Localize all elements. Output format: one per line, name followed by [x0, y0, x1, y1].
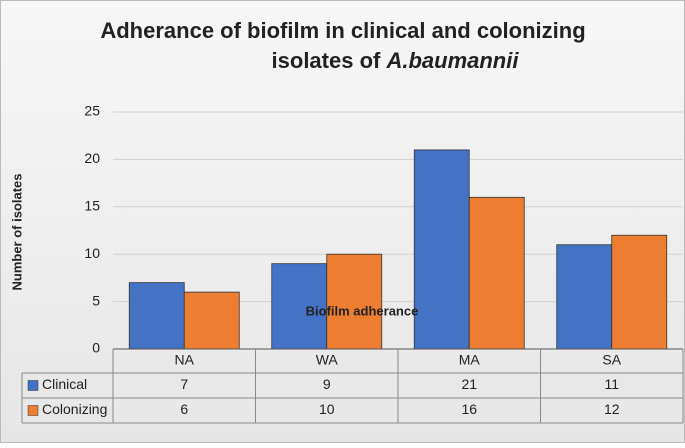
bar [556, 244, 613, 350]
y-tick-label: 20 [84, 150, 100, 166]
y-tick-label: 0 [92, 340, 100, 356]
bar [183, 291, 240, 350]
table-value: 11 [604, 376, 619, 392]
y-tick-label: 25 [84, 103, 100, 119]
bar [468, 196, 525, 350]
legend-swatch [27, 380, 39, 391]
table-value: 21 [461, 376, 477, 392]
y-tick-label: 10 [84, 245, 100, 261]
legend-swatch [27, 405, 39, 416]
x-tick-label: WA [316, 352, 339, 368]
x-tick-label: NA [175, 352, 195, 368]
x-tick-label: SA [602, 352, 621, 368]
bar [326, 253, 383, 350]
table-value: 10 [319, 401, 335, 417]
table-value: 12 [604, 401, 620, 417]
table-value: 7 [180, 376, 188, 392]
bar [413, 149, 470, 350]
chart-title: Adherance of biofilm in clinical and col… [100, 18, 585, 73]
legend-label: Clinical [42, 376, 87, 392]
x-axis-label: Biofilm adherance [306, 303, 419, 318]
table-value: 16 [461, 401, 477, 417]
bar [611, 234, 668, 350]
bar [128, 282, 185, 350]
legend-label: Colonizing [42, 401, 107, 417]
table-value: 6 [180, 401, 188, 417]
table-value: 9 [323, 376, 331, 392]
title-line: isolates of [272, 48, 387, 73]
title-line: Adherance of biofilm in clinical and col… [100, 18, 585, 43]
x-tick-label: MA [459, 352, 481, 368]
title-italic: A.baumannii [385, 48, 519, 73]
y-tick-label: 15 [84, 198, 100, 214]
y-tick-label: 5 [92, 292, 100, 308]
y-axis-label: Number of isolates [9, 173, 24, 290]
